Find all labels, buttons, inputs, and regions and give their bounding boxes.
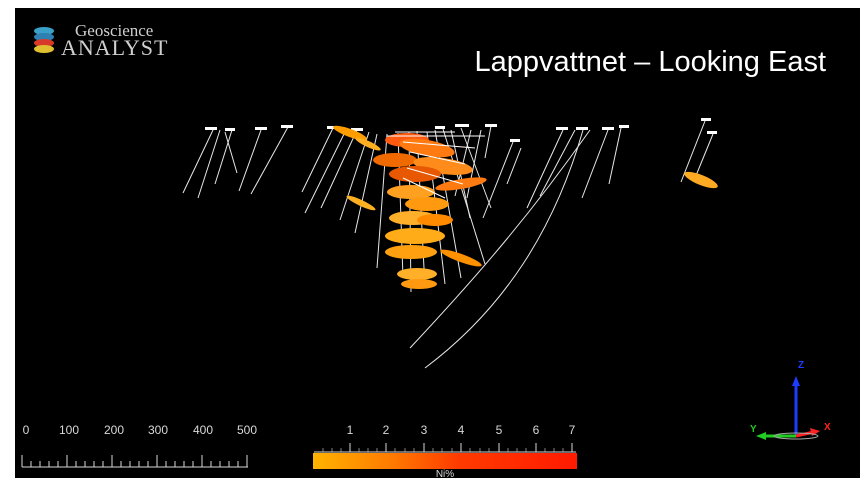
axis-x-label: X	[824, 422, 831, 433]
scale-label: 0	[22, 423, 30, 437]
scale-label: 500	[236, 423, 258, 437]
view-title: Lappvattnet – Looking East	[474, 46, 826, 78]
logo-line-2: ANALYST	[61, 35, 169, 60]
legend-label: 6	[532, 423, 540, 437]
axis-y-label: Y	[750, 424, 757, 435]
3d-viewport[interactable]: Geoscience ANALYST Lappvattnet – Looking…	[15, 8, 860, 478]
logo-line-1: Geoscience	[75, 21, 154, 40]
scale-label: 200	[103, 423, 125, 437]
legend-label: 1	[346, 423, 354, 437]
dense-collar-cluster	[387, 131, 485, 199]
legend-ticks	[314, 443, 576, 453]
legend-gradient-bar	[313, 453, 577, 469]
scale-ticks	[21, 455, 248, 468]
orientation-triad-icon[interactable]: Z Y X	[748, 356, 838, 451]
legend-title: Ni%	[435, 469, 455, 478]
app-logo: Geoscience ANALYST	[33, 22, 168, 59]
legend-label: 4	[457, 423, 465, 437]
axis-z-label: Z	[798, 360, 805, 371]
drillhole-scene[interactable]	[15, 8, 860, 478]
legend-label: 3	[420, 423, 428, 437]
legend-label: 7	[568, 423, 576, 437]
legend-label: 2	[382, 423, 390, 437]
scale-bar: 0 100 200 300 400 500	[15, 423, 275, 473]
collar-markers	[205, 118, 717, 142]
drillhole-traces	[182, 120, 714, 369]
geoscience-analyst-logo-icon	[33, 26, 55, 56]
ni-grade-intervals	[333, 125, 718, 289]
ni-color-legend: 1 2 3 4 5 6 7	[313, 423, 581, 478]
legend-label: 5	[495, 423, 503, 437]
scale-label: 100	[58, 423, 80, 437]
scale-label: 300	[147, 423, 169, 437]
scale-label: 400	[192, 423, 214, 437]
